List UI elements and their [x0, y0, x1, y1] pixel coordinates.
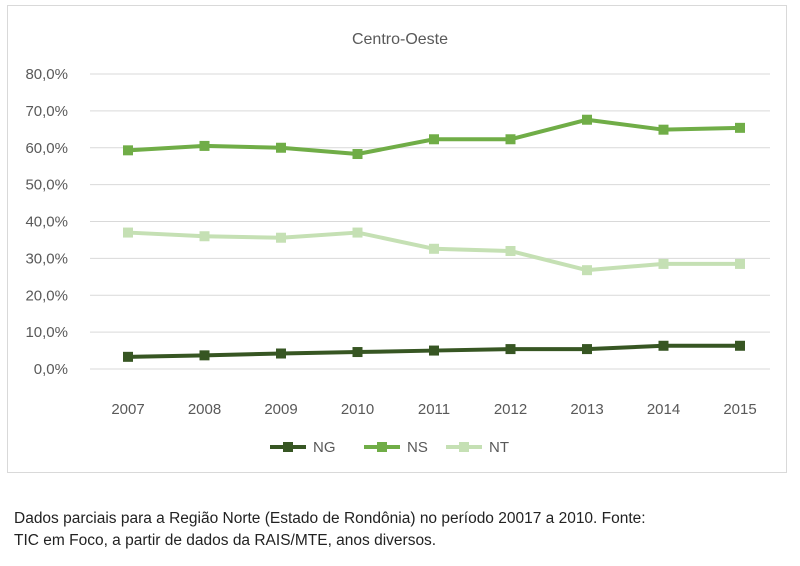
x-tick-label: 2014: [647, 401, 680, 418]
data-point-ng: [276, 348, 286, 359]
data-point-ng: [658, 340, 669, 351]
data-point-ns: [735, 122, 745, 133]
data-point-nt: [276, 232, 286, 243]
figure-caption: Dados parciais para a Região Norte (Esta…: [14, 508, 794, 552]
x-tick-label: 2011: [418, 401, 450, 418]
x-tick-label: 2010: [341, 401, 374, 418]
data-point-nt: [658, 258, 669, 269]
x-tick-label: 2012: [494, 401, 527, 418]
data-point-nt: [505, 246, 516, 256]
data-point-nt: [735, 258, 745, 269]
caption-line-2: TIC em Foco, a partir de dados da RAIS/M…: [14, 532, 437, 549]
legend-label: NG: [313, 439, 336, 456]
y-tick-label: 40,0%: [25, 214, 68, 231]
legend-label: NT: [489, 439, 509, 456]
line-chart: Centro-Oeste 0,0% 10,0% 20,0% 30,0% 40,0% 50,0…: [25, 31, 770, 456]
x-tick-label: 2013: [570, 401, 603, 418]
legend-label: NS: [407, 439, 428, 456]
y-tick-label: 80,0%: [25, 66, 68, 83]
y-tick-label: 30,0%: [25, 250, 68, 267]
data-point-ng: [429, 345, 439, 356]
legend-marker-ng: [283, 442, 293, 452]
data-point-ns: [429, 134, 439, 145]
data-point-nt: [352, 227, 363, 238]
data-point-ng: [352, 347, 363, 358]
data-point-ns: [505, 134, 516, 145]
data-point-ng: [199, 350, 210, 361]
y-tick-label: 20,0%: [25, 287, 68, 304]
data-point-ng: [735, 340, 745, 351]
legend-marker-nt: [459, 442, 469, 452]
x-tick-label: 2008: [188, 401, 221, 418]
x-tick-label: 2015: [723, 401, 756, 418]
data-point-nt: [429, 243, 439, 254]
data-point-ns: [352, 149, 363, 160]
data-point-ns: [276, 142, 286, 153]
data-point-nt: [199, 231, 210, 242]
chart-title: Centro-Oeste: [352, 31, 448, 48]
data-point-ng: [505, 344, 516, 355]
data-point-ns: [123, 145, 133, 156]
y-tick-label: 70,0%: [25, 103, 68, 120]
legend-marker-ns: [377, 442, 387, 452]
data-point-ng: [582, 344, 592, 355]
data-point-ng: [123, 351, 133, 362]
data-point-nt: [582, 265, 592, 276]
data-point-ns: [199, 140, 210, 151]
caption-line-1: Dados parciais para a Região Norte (Esta…: [14, 510, 646, 527]
y-tick-label: 50,0%: [25, 177, 68, 194]
y-tick-label: 10,0%: [25, 324, 68, 341]
y-tick-label: 0,0%: [34, 361, 68, 378]
data-point-nt: [123, 227, 133, 238]
y-tick-label: 60,0%: [25, 140, 68, 157]
data-point-ns: [582, 114, 592, 125]
x-tick-label: 2007: [111, 401, 144, 418]
x-tick-label: 2009: [264, 401, 297, 418]
data-point-ns: [658, 124, 669, 135]
